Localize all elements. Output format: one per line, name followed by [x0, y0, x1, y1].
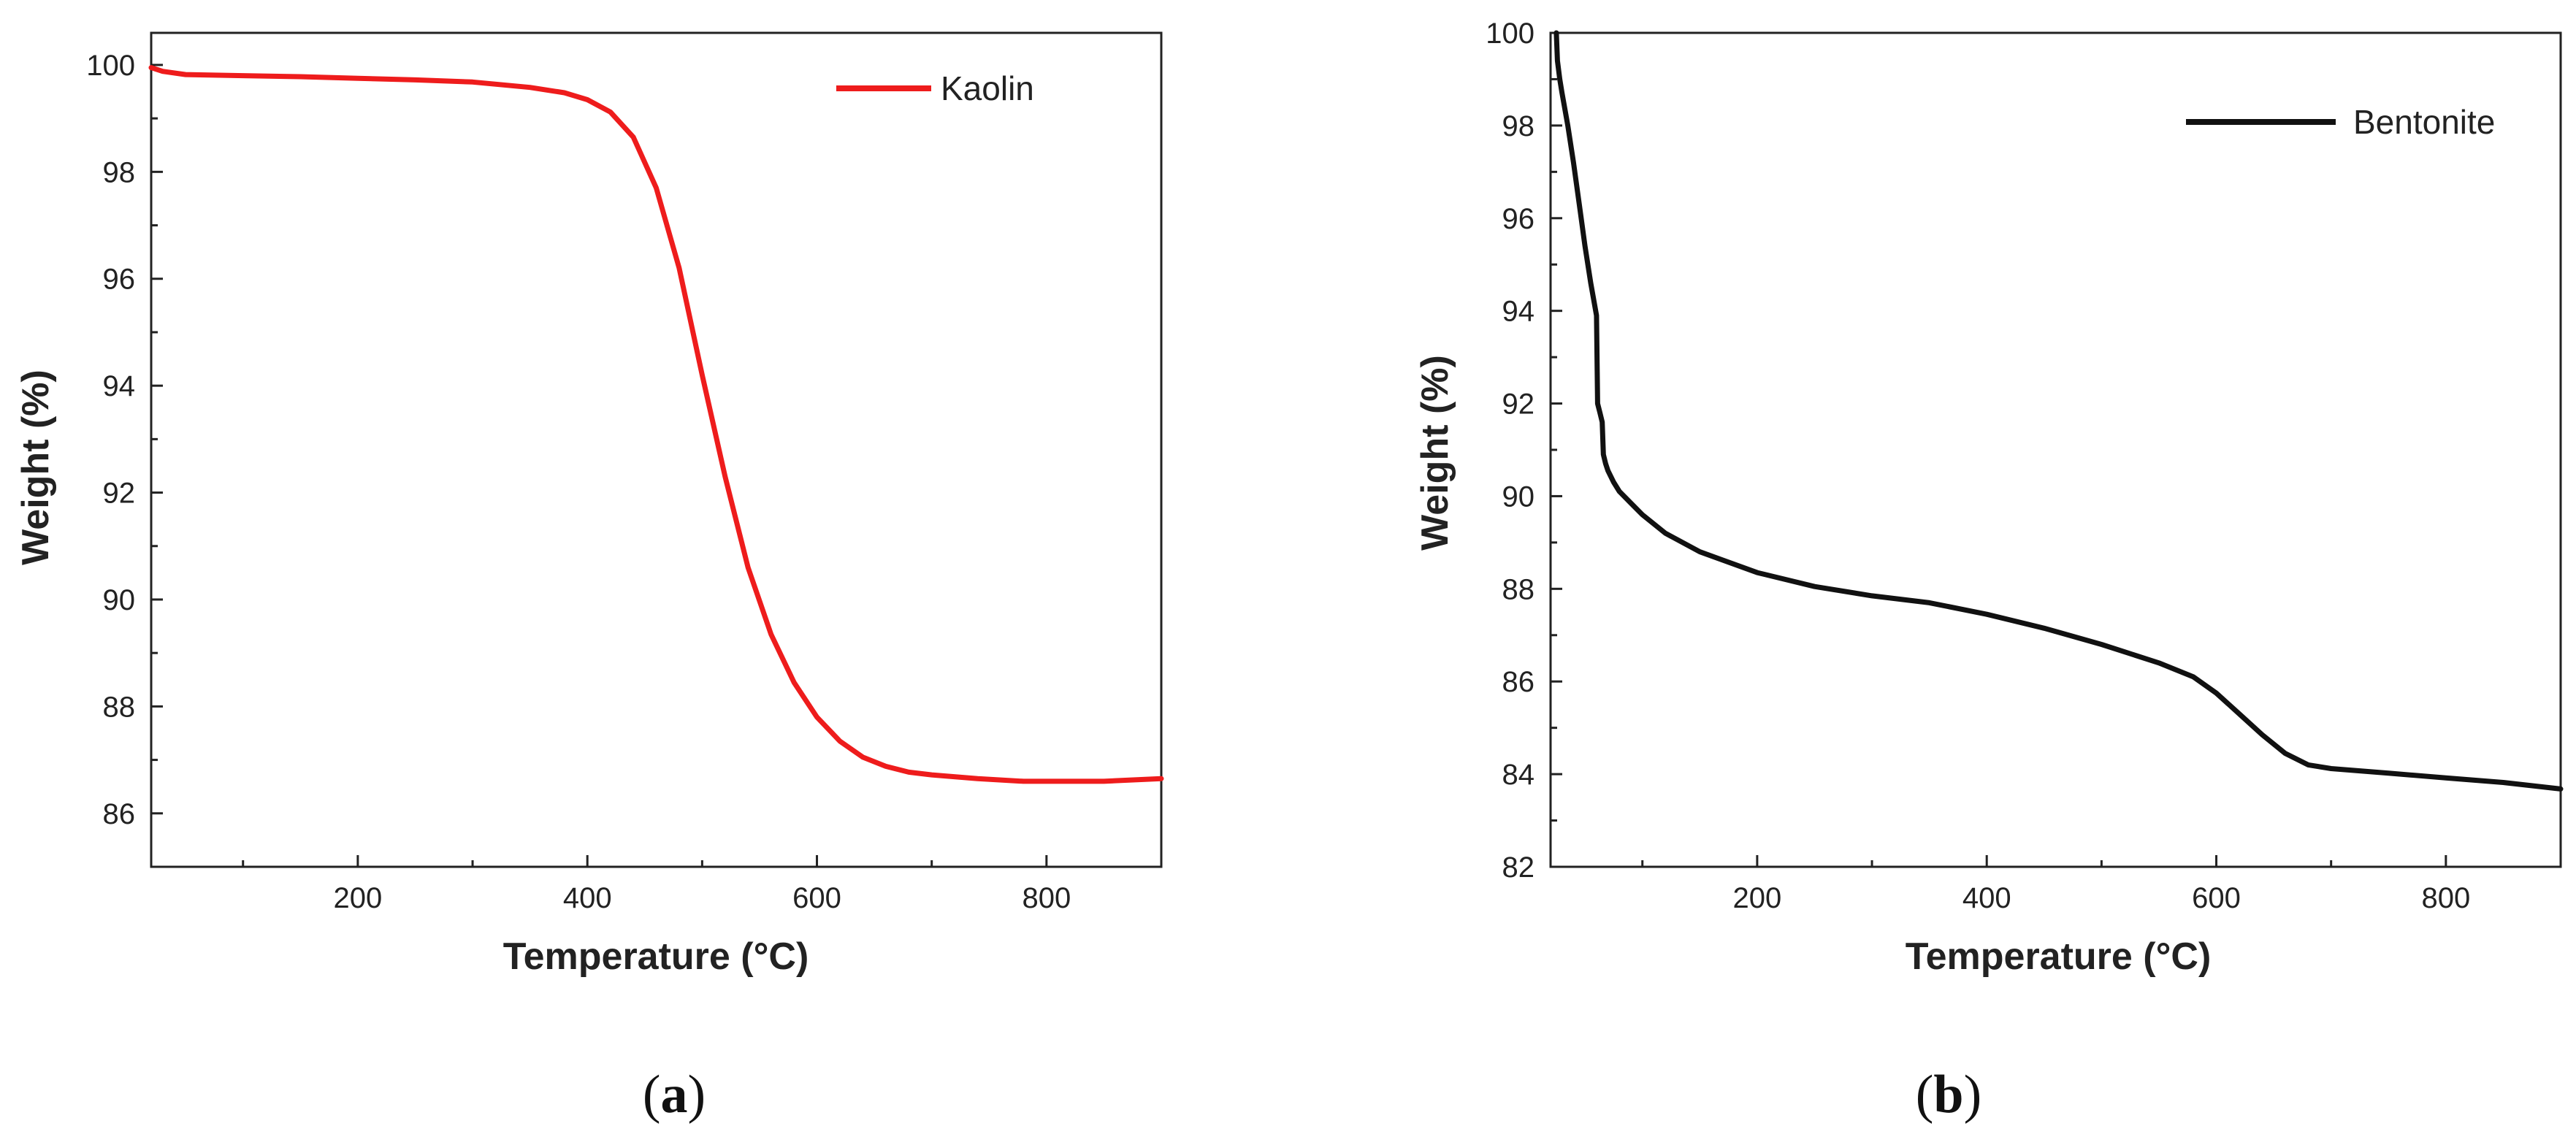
- panel-b-legend-label: Bentonite: [2353, 103, 2495, 141]
- x-tick-label: 400: [1962, 882, 2011, 914]
- panel-a-chart: 86 88 90 92 94 96 98 100 200 400 600 800 Kaolin We…: [15, 31, 1164, 1125]
- panel-b-x-ticks: 200 400 600 800: [1641, 855, 2470, 914]
- panel-a-label: (a): [643, 1065, 706, 1125]
- panel-b-letter: b: [1933, 1065, 1963, 1125]
- y-tick-label: 96: [103, 264, 136, 296]
- x-tick-label: 600: [792, 882, 841, 914]
- series-line-bentonite: [1553, 30, 2564, 792]
- y-tick-label: 84: [1502, 759, 1535, 791]
- x-tick-label: 800: [1022, 882, 1071, 914]
- panel-a-letter: a: [661, 1065, 688, 1125]
- panel-b-plot-frame: [1549, 31, 2562, 868]
- panel-b-legend: Bentonite: [2186, 103, 2495, 141]
- y-tick-label: 100: [86, 50, 135, 82]
- y-tick-label: 90: [103, 584, 136, 616]
- series-line-kaolin: [148, 65, 1164, 784]
- panel-b-y-axis-title: Weight (%): [1414, 355, 1456, 551]
- y-tick-label: 94: [1502, 296, 1535, 328]
- y-tick-label: 88: [103, 691, 136, 723]
- y-tick-label: 86: [1502, 666, 1535, 698]
- panel-b-chart: 82 84 86 88 90 92 94 96 98 100 200 400 600 800 Bento…: [1414, 18, 2564, 1125]
- panel-a-x-ticks: 200 400 600 800: [242, 855, 1071, 914]
- y-tick-label: 94: [103, 370, 136, 402]
- y-tick-label: 88: [1502, 573, 1535, 605]
- x-tick-label: 600: [2192, 882, 2241, 914]
- panel-a-y-axis-title: Weight (%): [15, 370, 57, 565]
- y-tick-label: 92: [103, 478, 136, 510]
- y-tick-label: 98: [1502, 110, 1535, 142]
- x-tick-label: 200: [1733, 882, 1782, 914]
- panel-a-x-axis-title: Temperature (°C): [503, 935, 809, 978]
- y-tick-label: 98: [103, 156, 136, 188]
- y-tick-label: 96: [1502, 203, 1535, 235]
- panel-a-y-ticks: 86 88 90 92 94 96 98 100: [86, 50, 163, 830]
- panel-a-legend: Kaolin: [836, 69, 1034, 107]
- y-tick-label: 92: [1502, 388, 1535, 421]
- x-tick-label: 400: [563, 882, 612, 914]
- panel-a-series: [148, 65, 1164, 784]
- panel-b-y-ticks: 82 84 86 88 90 92 94 96 98 100: [1486, 18, 1562, 884]
- panel-a-legend-label: Kaolin: [941, 69, 1034, 107]
- y-tick-label: 82: [1502, 851, 1535, 884]
- panel-b-label: (b): [1916, 1065, 1981, 1125]
- y-tick-label: 100: [1486, 18, 1534, 50]
- y-tick-label: 86: [103, 798, 136, 830]
- x-tick-label: 200: [334, 882, 383, 914]
- panel-b-x-axis-title: Temperature (°C): [1906, 935, 2212, 978]
- panel-b-series: [1553, 30, 2564, 792]
- x-tick-label: 800: [2421, 882, 2470, 914]
- y-tick-label: 90: [1502, 481, 1535, 513]
- panel-a-plot-frame: [150, 31, 1163, 868]
